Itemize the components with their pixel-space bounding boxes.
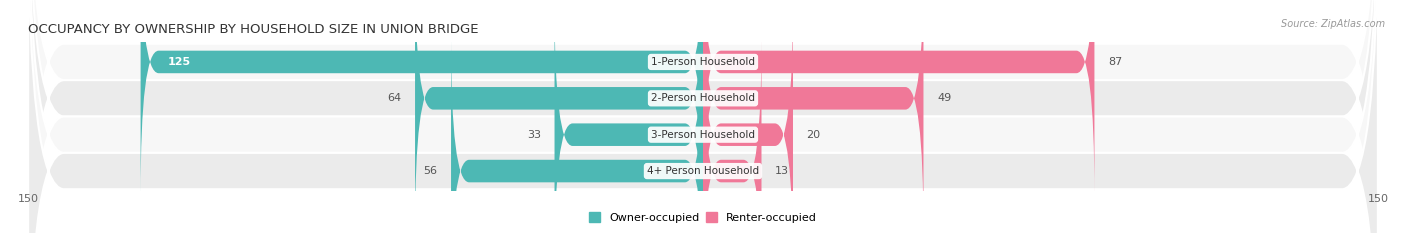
Text: 20: 20 xyxy=(807,130,821,140)
Text: 1-Person Household: 1-Person Household xyxy=(651,57,755,67)
FancyBboxPatch shape xyxy=(141,0,703,196)
Text: 125: 125 xyxy=(167,57,191,67)
FancyBboxPatch shape xyxy=(415,0,703,233)
FancyBboxPatch shape xyxy=(703,37,762,233)
Text: 56: 56 xyxy=(423,166,437,176)
FancyBboxPatch shape xyxy=(554,0,703,233)
FancyBboxPatch shape xyxy=(28,0,1378,233)
Text: 2-Person Household: 2-Person Household xyxy=(651,93,755,103)
Text: 4+ Person Household: 4+ Person Household xyxy=(647,166,759,176)
FancyBboxPatch shape xyxy=(451,37,703,233)
FancyBboxPatch shape xyxy=(28,0,1378,233)
FancyBboxPatch shape xyxy=(703,0,924,233)
Text: 13: 13 xyxy=(775,166,789,176)
Text: 64: 64 xyxy=(388,93,402,103)
FancyBboxPatch shape xyxy=(28,0,1378,233)
FancyBboxPatch shape xyxy=(28,0,1378,233)
Text: 33: 33 xyxy=(527,130,541,140)
Text: 49: 49 xyxy=(936,93,952,103)
Text: Source: ZipAtlas.com: Source: ZipAtlas.com xyxy=(1281,19,1385,29)
Text: OCCUPANCY BY OWNERSHIP BY HOUSEHOLD SIZE IN UNION BRIDGE: OCCUPANCY BY OWNERSHIP BY HOUSEHOLD SIZE… xyxy=(28,24,478,37)
Text: 87: 87 xyxy=(1108,57,1122,67)
FancyBboxPatch shape xyxy=(703,0,1094,196)
Text: 3-Person Household: 3-Person Household xyxy=(651,130,755,140)
FancyBboxPatch shape xyxy=(703,0,793,233)
Legend: Owner-occupied, Renter-occupied: Owner-occupied, Renter-occupied xyxy=(585,208,821,227)
